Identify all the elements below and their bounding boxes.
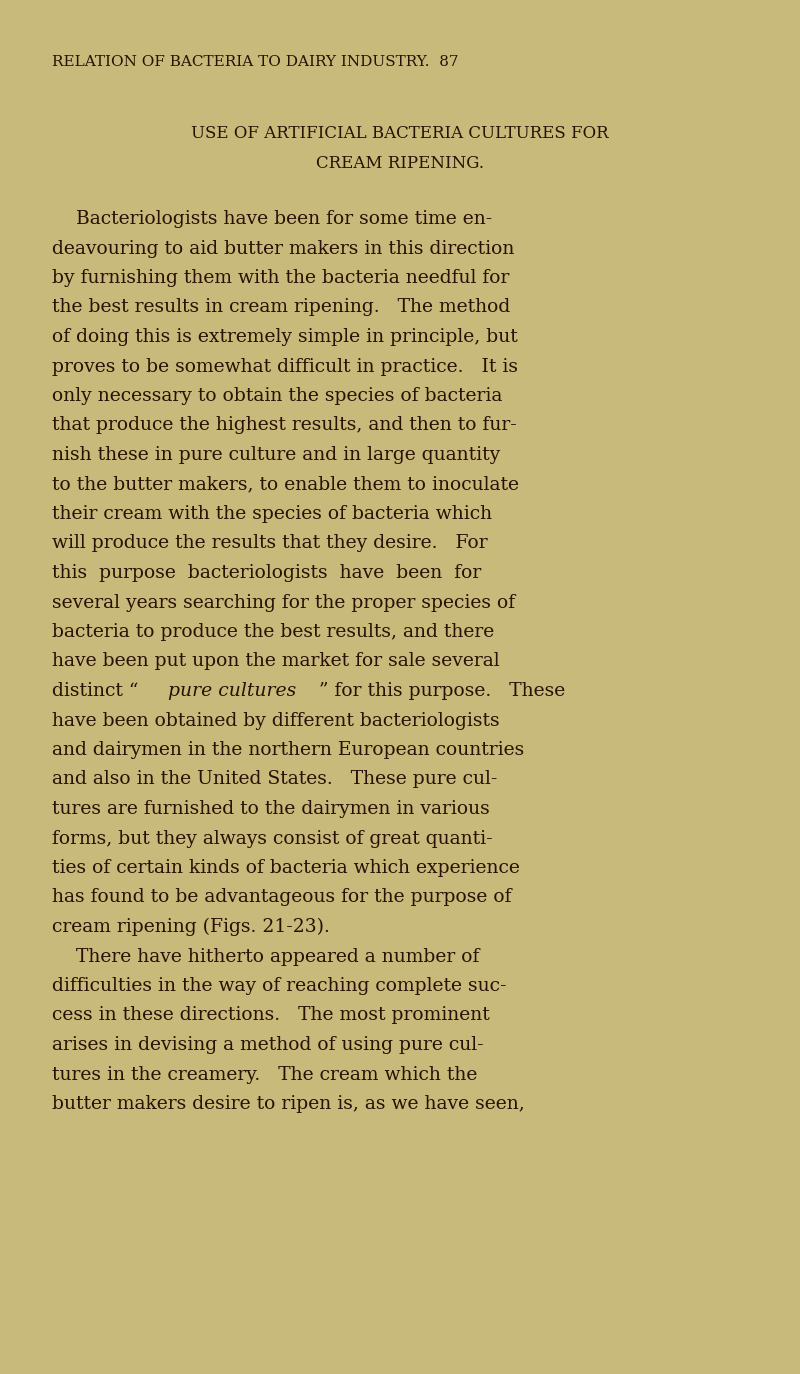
Text: only necessary to obtain the species of bacteria: only necessary to obtain the species of … bbox=[52, 387, 502, 405]
Text: butter makers desire to ripen is, as we have seen,: butter makers desire to ripen is, as we … bbox=[52, 1095, 525, 1113]
Text: forms, but they always consist of great quanti-: forms, but they always consist of great … bbox=[52, 830, 493, 848]
Text: cess in these directions.   The most prominent: cess in these directions. The most promi… bbox=[52, 1007, 490, 1025]
Text: that produce the highest results, and then to fur-: that produce the highest results, and th… bbox=[52, 416, 517, 434]
Text: proves to be somewhat difficult in practice.   It is: proves to be somewhat difficult in pract… bbox=[52, 357, 518, 375]
Text: There have hitherto appeared a number of: There have hitherto appeared a number of bbox=[52, 948, 479, 966]
Text: cream ripening (Figs. 21-23).: cream ripening (Figs. 21-23). bbox=[52, 918, 330, 936]
Text: ” for this purpose.   These: ” for this purpose. These bbox=[319, 682, 566, 699]
Text: tures in the creamery.   The cream which the: tures in the creamery. The cream which t… bbox=[52, 1065, 478, 1084]
Text: RELATION OF BACTERIA TO DAIRY INDUSTRY.  87: RELATION OF BACTERIA TO DAIRY INDUSTRY. … bbox=[52, 55, 458, 69]
Text: have been put upon the market for sale several: have been put upon the market for sale s… bbox=[52, 653, 500, 671]
Text: of doing this is extremely simple in principle, but: of doing this is extremely simple in pri… bbox=[52, 328, 518, 346]
Text: and dairymen in the northern European countries: and dairymen in the northern European co… bbox=[52, 741, 524, 758]
Text: this  purpose  bacteriologists  have  been  for: this purpose bacteriologists have been f… bbox=[52, 563, 482, 583]
Text: bacteria to produce the best results, and there: bacteria to produce the best results, an… bbox=[52, 622, 494, 642]
Text: several years searching for the proper species of: several years searching for the proper s… bbox=[52, 594, 515, 611]
Text: has found to be advantageous for the purpose of: has found to be advantageous for the pur… bbox=[52, 889, 511, 907]
Text: tures are furnished to the dairymen in various: tures are furnished to the dairymen in v… bbox=[52, 800, 490, 818]
Text: distinct “: distinct “ bbox=[52, 682, 138, 699]
Text: will produce the results that they desire.   For: will produce the results that they desir… bbox=[52, 534, 488, 552]
Text: nish these in pure culture and in large quantity: nish these in pure culture and in large … bbox=[52, 447, 500, 464]
Text: and also in the United States.   These pure cul-: and also in the United States. These pur… bbox=[52, 771, 498, 789]
Text: pure cultures: pure cultures bbox=[168, 682, 297, 699]
Text: to the butter makers, to enable them to inoculate: to the butter makers, to enable them to … bbox=[52, 475, 519, 493]
Text: Bacteriologists have been for some time en-: Bacteriologists have been for some time … bbox=[52, 210, 492, 228]
Text: have been obtained by different bacteriologists: have been obtained by different bacterio… bbox=[52, 712, 500, 730]
Text: CREAM RIPENING.: CREAM RIPENING. bbox=[316, 155, 484, 172]
Text: arises in devising a method of using pure cul-: arises in devising a method of using pur… bbox=[52, 1036, 484, 1054]
Text: deavouring to aid butter makers in this direction: deavouring to aid butter makers in this … bbox=[52, 239, 514, 257]
Text: their cream with the species of bacteria which: their cream with the species of bacteria… bbox=[52, 506, 492, 523]
Text: difficulties in the way of reaching complete suc-: difficulties in the way of reaching comp… bbox=[52, 977, 506, 995]
Text: the best results in cream ripening.   The method: the best results in cream ripening. The … bbox=[52, 298, 510, 316]
Text: by furnishing them with the bacteria needful for: by furnishing them with the bacteria nee… bbox=[52, 269, 510, 287]
Text: ties of certain kinds of bacteria which experience: ties of certain kinds of bacteria which … bbox=[52, 859, 520, 877]
Text: USE OF ARTIFICIAL BACTERIA CULTURES FOR: USE OF ARTIFICIAL BACTERIA CULTURES FOR bbox=[191, 125, 609, 142]
